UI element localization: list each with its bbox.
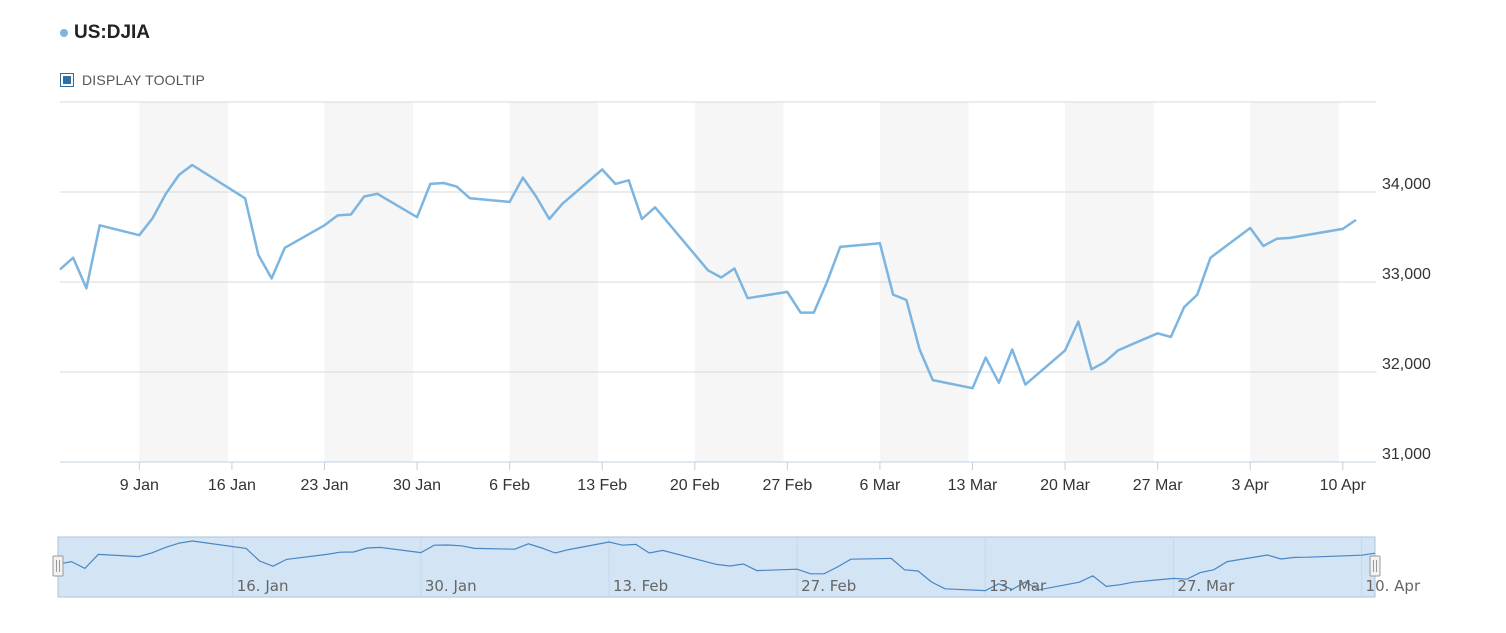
x-tick-label: 30 Jan [393,477,441,494]
x-tick-label: 6 Feb [489,477,530,494]
series-color-dot [60,29,68,37]
navigator-selected-range[interactable] [57,536,1376,598]
x-tick-label: 10 Apr [1320,477,1367,494]
series-line-us-djia[interactable] [59,163,1357,390]
x-tick-label: 23 Jan [300,477,348,494]
navigator-left-handle[interactable] [52,555,64,577]
navigator-tick-label: 30. Jan [425,577,477,595]
y-tick-label: 33,000 [1382,266,1431,283]
x-tick-label: 27 Feb [762,477,812,494]
x-tick-label: 20 Feb [670,477,720,494]
x-tick-label: 20 Mar [1040,477,1090,494]
display-tooltip-label: DISPLAY TOOLTIP [82,72,206,88]
display-tooltip-toggle[interactable]: DISPLAY TOOLTIP [60,72,205,88]
x-tick-label: 16 Jan [208,477,256,494]
series-name-label: US:DJIA [74,22,151,43]
navigator-right-handle[interactable] [1369,555,1381,577]
x-tick-label: 13 Feb [577,477,627,494]
navigator-tick-label: 27. Feb [801,577,856,595]
y-tick-label: 34,000 [1382,176,1431,193]
x-tick-label: 6 Mar [859,477,901,494]
x-tick-label: 13 Mar [948,477,998,494]
checkbox-checked-icon [63,76,71,84]
y-tick-label: 31,000 [1382,446,1431,463]
y-tick-label: 32,000 [1382,356,1431,373]
x-axis: 9 Jan 16 Jan 23 Jan 30 Jan 6 Feb 13 Feb 20 Feb… [60,461,1376,494]
tooltip-checkbox[interactable] [60,73,74,87]
series-layer [59,163,1357,390]
navigator-tick-label: 10. Apr [1366,577,1421,595]
x-tick-label: 9 Jan [120,477,159,494]
chart-legend[interactable]: US:DJIA [60,22,150,44]
navigator: 16. Jan 30. Jan 13. Feb 27. Feb 13. Mar 27. M… [52,536,1421,598]
navigator-tick-label: 16. Jan [237,577,289,595]
navigator-tick-label: 13. Mar [989,577,1047,595]
navigator-tick-label: 13. Feb [613,577,668,595]
y-axis-ticks: 31,000 32,000 33,000 34,000 [1382,176,1431,463]
x-tick-label: 27 Mar [1133,477,1183,494]
x-tick-label: 3 Apr [1232,477,1270,494]
navigator-tick-label: 27. Mar [1177,577,1235,595]
navigator-series-line [57,540,1376,592]
